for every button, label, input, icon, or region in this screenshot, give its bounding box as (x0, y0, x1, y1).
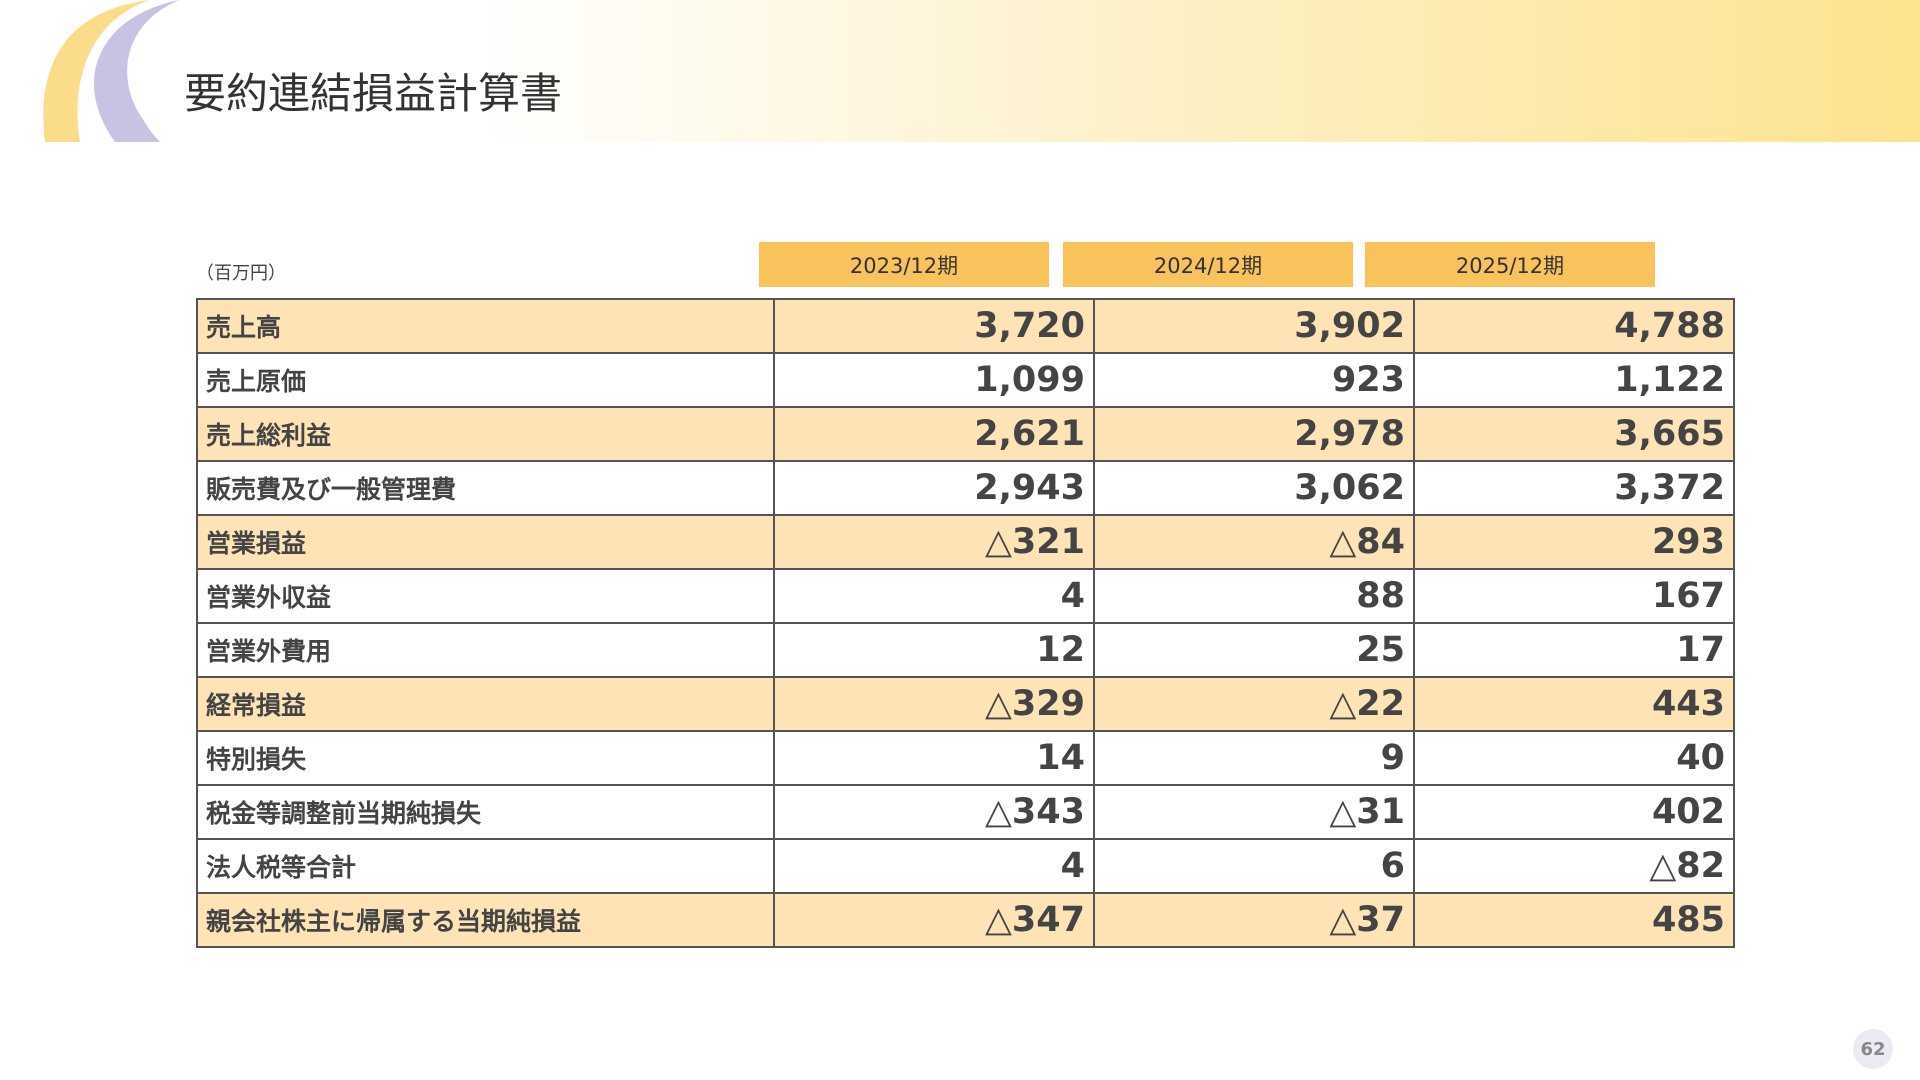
cell-value: 17 (1413, 622, 1735, 678)
cell-value: 1,099 (773, 352, 1095, 408)
row-label: 営業外費用 (196, 622, 775, 678)
cell-value: △22 (1093, 676, 1415, 732)
deco-arc-yellow (43, 0, 150, 142)
cell-value: △84 (1093, 514, 1415, 570)
cell-value: 443 (1413, 676, 1735, 732)
table-row: 税金等調整前当期純損失 △343 △31 402 (196, 784, 1735, 840)
cell-value: 3,665 (1413, 406, 1735, 462)
cell-value: 3,062 (1093, 460, 1415, 516)
cell-value: 9 (1093, 730, 1415, 786)
cell-value: 1,122 (1413, 352, 1735, 408)
cell-value: 293 (1413, 514, 1735, 570)
row-label: 売上原価 (196, 352, 775, 408)
column-header: 2025/12期 (1365, 242, 1655, 287)
table-row: 売上原価 1,099 923 1,122 (196, 352, 1735, 408)
row-label: 販売費及び一般管理費 (196, 460, 775, 516)
row-label: 売上総利益 (196, 406, 775, 462)
unit-label: （百万円） (196, 263, 286, 284)
cell-value: 40 (1413, 730, 1735, 786)
row-label: 営業外収益 (196, 568, 775, 624)
header-decoration (43, 0, 200, 142)
row-label: 税金等調整前当期純損失 (196, 784, 775, 840)
table-row: 売上高 3,720 3,902 4,788 (196, 298, 1735, 354)
cell-value: △37 (1093, 892, 1415, 948)
cell-value: 3,902 (1093, 298, 1415, 354)
cell-value: △343 (773, 784, 1095, 840)
cell-value: 25 (1093, 622, 1415, 678)
header-band (0, 0, 1920, 142)
income-table: 売上高 3,720 3,902 4,788 売上原価 1,099 923 1,122 売上総利益… (196, 298, 1735, 948)
table-row: 売上総利益 2,621 2,978 3,665 (196, 406, 1735, 462)
row-label: 親会社株主に帰属する当期純損益 (196, 892, 775, 948)
deco-arc-lavender (94, 0, 180, 142)
table-row: 法人税等合計 4 6 △82 (196, 838, 1735, 894)
cell-value: 3,372 (1413, 460, 1735, 516)
cell-value: 4 (773, 838, 1095, 894)
cell-value: 6 (1093, 838, 1415, 894)
cell-value: 2,978 (1093, 406, 1415, 462)
cell-value: 4 (773, 568, 1095, 624)
deco-arc-white (131, 0, 200, 142)
cell-value: △329 (773, 676, 1095, 732)
column-header: 2023/12期 (759, 242, 1049, 287)
table-row: 営業外収益 4 88 167 (196, 568, 1735, 624)
cell-value: △82 (1413, 838, 1735, 894)
cell-value: △321 (773, 514, 1095, 570)
row-label: 売上高 (196, 298, 775, 354)
cell-value: 2,621 (773, 406, 1095, 462)
cell-value: 485 (1413, 892, 1735, 948)
cell-value: 88 (1093, 568, 1415, 624)
row-label: 法人税等合計 (196, 838, 775, 894)
row-label: 経常損益 (196, 676, 775, 732)
cell-value: 3,720 (773, 298, 1095, 354)
cell-value: 402 (1413, 784, 1735, 840)
cell-value: 923 (1093, 352, 1415, 408)
table-row: 親会社株主に帰属する当期純損益 △347 △37 485 (196, 892, 1735, 948)
slide-title: 要約連結損益計算書 (184, 69, 563, 118)
cell-value: 4,788 (1413, 298, 1735, 354)
cell-value: △347 (773, 892, 1095, 948)
table-row: 営業外費用 12 25 17 (196, 622, 1735, 678)
cell-value: △31 (1093, 784, 1415, 840)
cell-value: 167 (1413, 568, 1735, 624)
row-label: 営業損益 (196, 514, 775, 570)
cell-value: 14 (773, 730, 1095, 786)
page-number: 62 (1853, 1029, 1893, 1069)
table-row: 販売費及び一般管理費 2,943 3,062 3,372 (196, 460, 1735, 516)
cell-value: 2,943 (773, 460, 1095, 516)
row-label: 特別損失 (196, 730, 775, 786)
column-header: 2024/12期 (1063, 242, 1353, 287)
table-row: 特別損失 14 9 40 (196, 730, 1735, 786)
table-row: 経常損益 △329 △22 443 (196, 676, 1735, 732)
table-row: 営業損益 △321 △84 293 (196, 514, 1735, 570)
cell-value: 12 (773, 622, 1095, 678)
